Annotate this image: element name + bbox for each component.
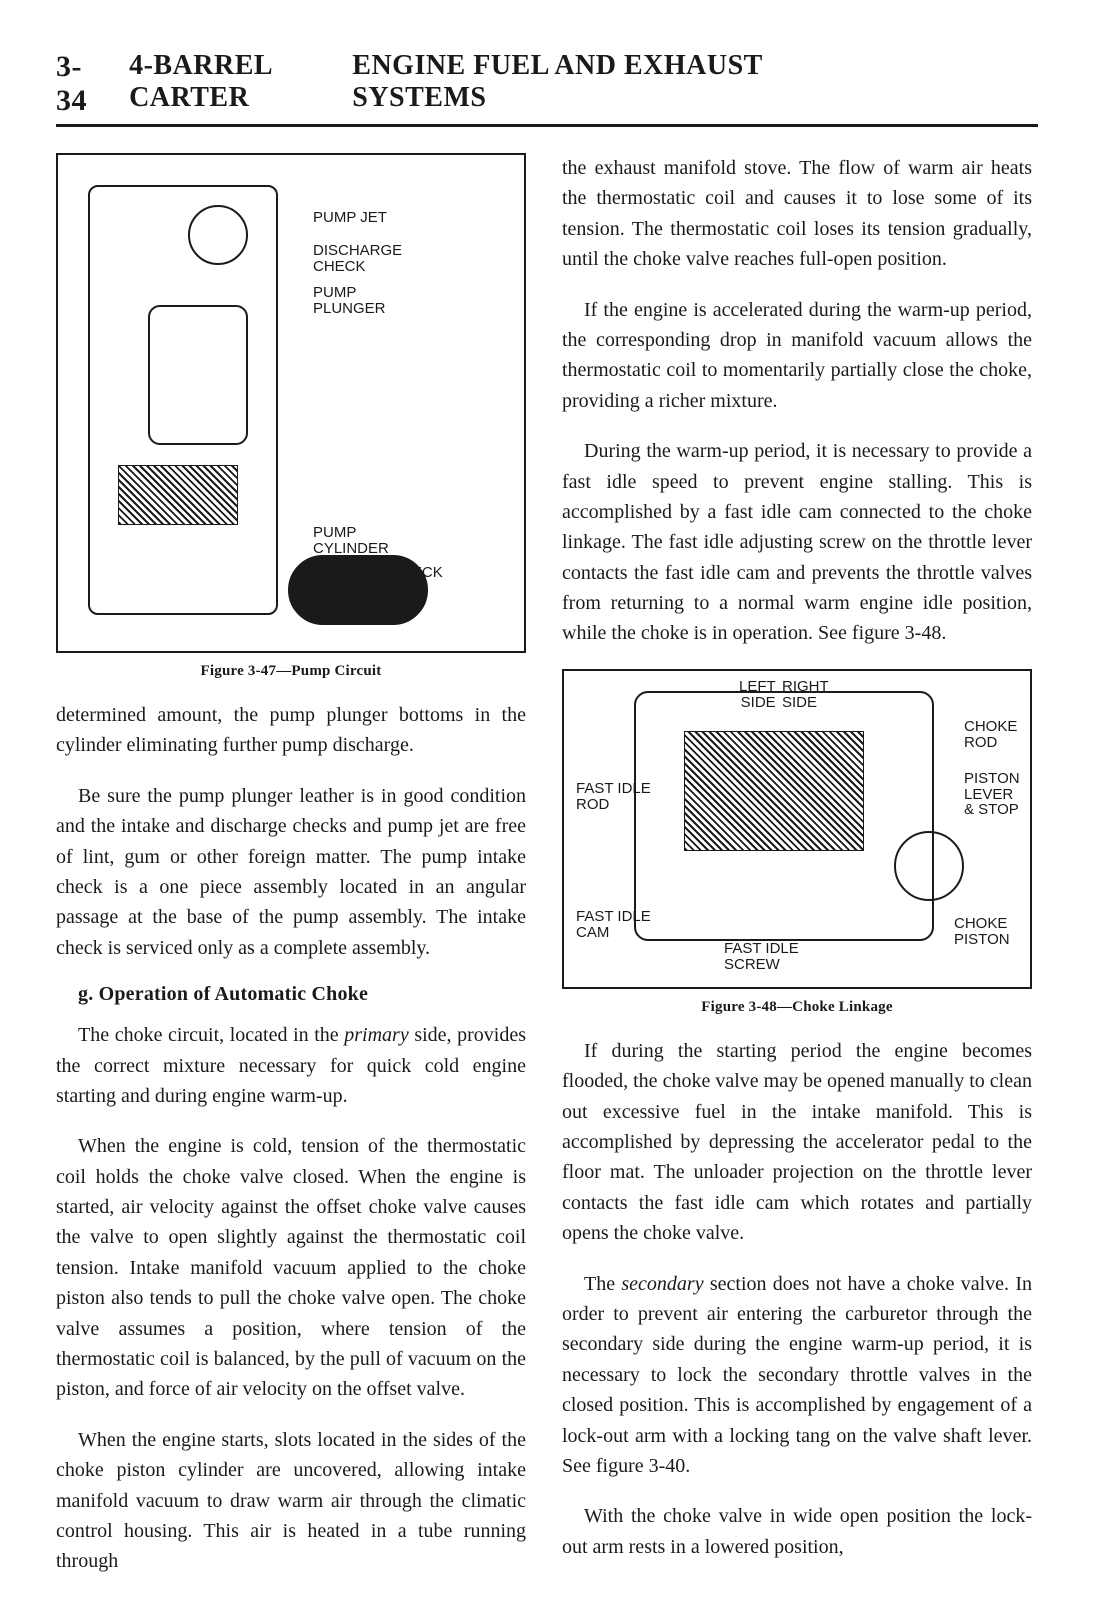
para-10-a: The [584,1273,621,1295]
para-8: During the warm-up period, it is necessa… [562,436,1032,649]
label-pump-jet: PUMP JET [313,210,387,226]
header-left-title: 4-BARREL CARTER [129,50,352,118]
para-4: When the engine is cold, tension of the … [56,1131,526,1405]
label-pump-plunger: PUMP PLUNGER [313,285,386,317]
para-11: With the choke valve in wide open positi… [562,1501,1032,1562]
page-header: 3-34 4-BARREL CARTER ENGINE FUEL AND EXH… [56,50,1038,127]
right-column: the exhaust manifold stove. The flow of … [562,153,1032,1597]
para-3-a: The choke circuit, located in the [78,1024,344,1046]
para-9: If during the starting period the engine… [562,1036,1032,1249]
label-fast-idle-rod: FAST IDLE ROD [576,781,651,813]
label-discharge-check: DISCHARGE CHECK [313,243,402,275]
figure-3-48: LEFT SIDE RIGHT SIDE FAST IDLE ROD FAST … [562,669,1032,989]
page-root: 3-34 4-BARREL CARTER ENGINE FUEL AND EXH… [0,0,1094,1530]
label-fast-idle-screw: FAST IDLE SCREW [724,941,799,973]
label-right-side: RIGHT SIDE [782,679,829,711]
label-intake-check-assembly: INTAKE CHECK ASSEMBLY [333,565,443,597]
left-column: PUMP JET DISCHARGE CHECK PUMP PLUNGER PU… [56,153,526,1597]
para-7: If the engine is accelerated during the … [562,295,1032,417]
para-10-secondary: secondary [621,1273,703,1295]
figure-3-47-caption: Figure 3-47—Pump Circuit [56,663,526,680]
para-5: When the engine starts, slots located in… [56,1425,526,1577]
para-10-c: section does not have a choke valve. In … [562,1273,1032,1477]
header-right-title: ENGINE FUEL AND EXHAUST SYSTEMS [352,50,808,118]
label-left-side: LEFT SIDE [739,679,776,711]
label-pump-cylinder: PUMP CYLINDER [313,525,389,557]
label-choke-rod: CHOKE ROD [964,719,1017,751]
para-6: the exhaust manifold stove. The flow of … [562,153,1032,275]
figure-3-48-caption: Figure 3-48—Choke Linkage [562,999,1032,1016]
para-3: The choke circuit, located in the primar… [56,1020,526,1111]
para-10: The secondary section does not have a ch… [562,1269,1032,1482]
label-piston-lever-stop: PISTON LEVER & STOP [964,771,1020,818]
label-choke-piston: CHOKE PISTON [954,916,1010,948]
para-1: determined amount, the pump plunger bott… [56,700,526,761]
two-column-layout: PUMP JET DISCHARGE CHECK PUMP PLUNGER PU… [56,153,1038,1597]
para-3-primary: primary [344,1024,408,1046]
label-fast-idle-cam: FAST IDLE CAM [576,909,651,941]
subhead-g: g. Operation of Automatic Choke [78,983,526,1006]
figure-3-47: PUMP JET DISCHARGE CHECK PUMP PLUNGER PU… [56,153,526,653]
page-number: 3-34 [56,50,103,118]
para-2: Be sure the pump plunger leather is in g… [56,781,526,963]
